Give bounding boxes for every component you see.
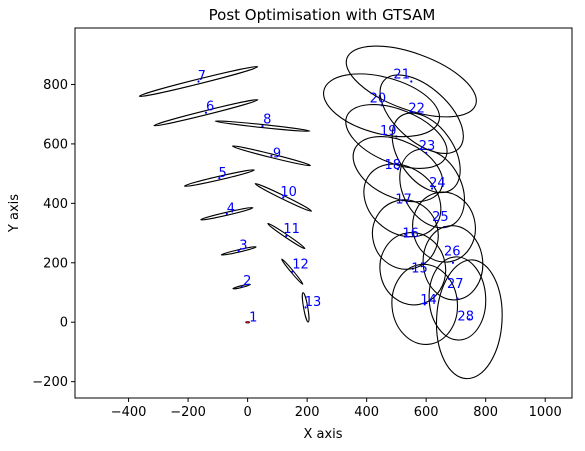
node-point-12: [291, 270, 294, 273]
node-label-19: 19: [380, 124, 397, 139]
node-label-13: 13: [305, 295, 322, 310]
covariance-ellipse-14: [391, 263, 459, 346]
x-tick-label: −200: [170, 405, 206, 420]
node-point-16: [404, 233, 407, 236]
node-point-6: [204, 111, 208, 114]
x-axis-label: X axis: [303, 427, 342, 442]
covariance-ellipse-25: [412, 191, 476, 263]
node-label-2: 2: [243, 274, 251, 289]
node-label-25: 25: [432, 210, 449, 225]
node-label-27: 27: [447, 277, 464, 292]
x-tick-label: 1000: [529, 405, 562, 420]
node-point-2: [240, 285, 243, 288]
node-point-23: [425, 151, 428, 154]
covariance-ellipse-9: [231, 145, 311, 167]
node-point-18: [396, 168, 400, 171]
node-point-27: [456, 297, 459, 300]
covariance-ellipse-12: [281, 258, 304, 285]
node-label-20: 20: [370, 91, 387, 106]
node-label-16: 16: [402, 227, 419, 242]
y-axis-label: Y axis: [7, 194, 22, 233]
covariance-ellipse-17: [363, 163, 442, 238]
covariance-ellipse-6: [153, 99, 259, 127]
node-label-21: 21: [393, 68, 410, 83]
node-label-5: 5: [218, 166, 226, 181]
x-axis: −400 −200 0 200 400 600 800 1000: [111, 398, 562, 420]
covariance-ellipse-5: [183, 169, 255, 187]
y-tick-label: 0: [60, 316, 68, 331]
x-tick-label: 600: [414, 405, 439, 420]
covariance-ellipse-10: [254, 183, 312, 212]
node-label-1: 1: [249, 311, 257, 326]
covariance-ellipse-4: [200, 206, 254, 221]
node-label-18: 18: [385, 158, 402, 173]
y-tick-label: 400: [43, 197, 68, 212]
node-point-5: [218, 176, 221, 180]
node-label-4: 4: [227, 201, 235, 216]
covariance-ellipse-23: [391, 112, 461, 194]
node-point-13: [304, 306, 307, 309]
x-tick-label: −400: [111, 405, 147, 420]
node-point-7: [197, 80, 200, 83]
node-label-9: 9: [273, 146, 281, 161]
x-tick-label: 0: [243, 405, 251, 420]
covariance-ellipse-11: [267, 222, 306, 250]
node-label-26: 26: [444, 244, 461, 259]
node-point-26: [451, 261, 455, 264]
y-tick-label: 600: [43, 137, 68, 152]
covariance-ellipse-3: [220, 246, 257, 256]
plot-frame: [74, 27, 573, 399]
node-label-6: 6: [206, 100, 214, 115]
covariance-ellipse-15: [379, 232, 447, 306]
node-point-10: [282, 196, 285, 199]
covariance-ellipse-20: [323, 73, 441, 138]
x-tick-label: 400: [354, 405, 379, 420]
y-tick-label: 800: [43, 78, 68, 93]
covariance-ellipse-21: [345, 45, 477, 118]
node-point-8: [261, 124, 264, 128]
node-point-28: [468, 318, 471, 321]
covariance-ellipse-22: [379, 74, 464, 154]
node-point-3: [237, 249, 240, 252]
node-point-1: [246, 321, 249, 324]
covariance-ellipse-19: [345, 104, 448, 169]
node-point-9: [270, 154, 273, 157]
node-label-8: 8: [263, 113, 271, 128]
y-tick-label: 200: [43, 256, 68, 271]
covariance-ellipse-26: [422, 225, 484, 301]
x-tick-label: 800: [473, 405, 498, 420]
node-label-11: 11: [283, 222, 300, 237]
node-label-3: 3: [239, 238, 247, 253]
node-point-14: [423, 303, 426, 306]
y-axis: −200 0 200 400 600 800: [32, 78, 75, 390]
node-label-14: 14: [420, 293, 437, 308]
x-tick-label: 200: [295, 405, 320, 420]
chart-title: Post Optimisation with GTSAM: [209, 6, 436, 24]
covariance-ellipse-18: [352, 136, 444, 203]
covariance-ellipse-13: [301, 292, 310, 323]
node-point-4: [225, 212, 228, 215]
covariance-ellipse-27: [428, 256, 487, 341]
covariance-ellipse-8: [214, 120, 311, 132]
node-label-28: 28: [457, 310, 474, 325]
node-point-24: [431, 187, 434, 190]
node-label-17: 17: [395, 192, 412, 207]
node-point-11: [285, 234, 288, 238]
node-label-23: 23: [419, 139, 436, 154]
node-label-24: 24: [429, 176, 446, 191]
node-point-21: [410, 80, 413, 83]
node-label-10: 10: [280, 185, 297, 200]
node-label-15: 15: [411, 261, 428, 276]
covariance-ellipse-16: [371, 199, 439, 270]
covariance-ellipse-28: [435, 259, 503, 380]
node-label-22: 22: [408, 102, 425, 117]
node-label-7: 7: [198, 69, 206, 84]
covariance-ellipse-7: [138, 66, 259, 97]
y-tick-label: −200: [32, 375, 68, 390]
node-label-12: 12: [292, 258, 309, 273]
